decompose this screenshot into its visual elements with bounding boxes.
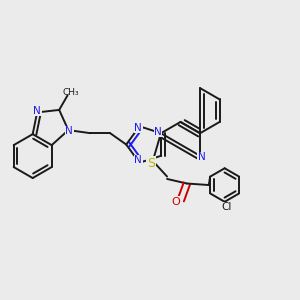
Text: N: N bbox=[134, 155, 142, 165]
Text: N: N bbox=[134, 123, 142, 133]
Text: O: O bbox=[172, 197, 181, 207]
Text: S: S bbox=[147, 157, 155, 169]
Text: CH₃: CH₃ bbox=[63, 88, 80, 98]
Text: Cl: Cl bbox=[221, 202, 231, 212]
Text: N: N bbox=[198, 152, 206, 162]
Text: N: N bbox=[65, 126, 73, 136]
Text: N: N bbox=[33, 106, 41, 116]
Text: N: N bbox=[154, 127, 162, 137]
